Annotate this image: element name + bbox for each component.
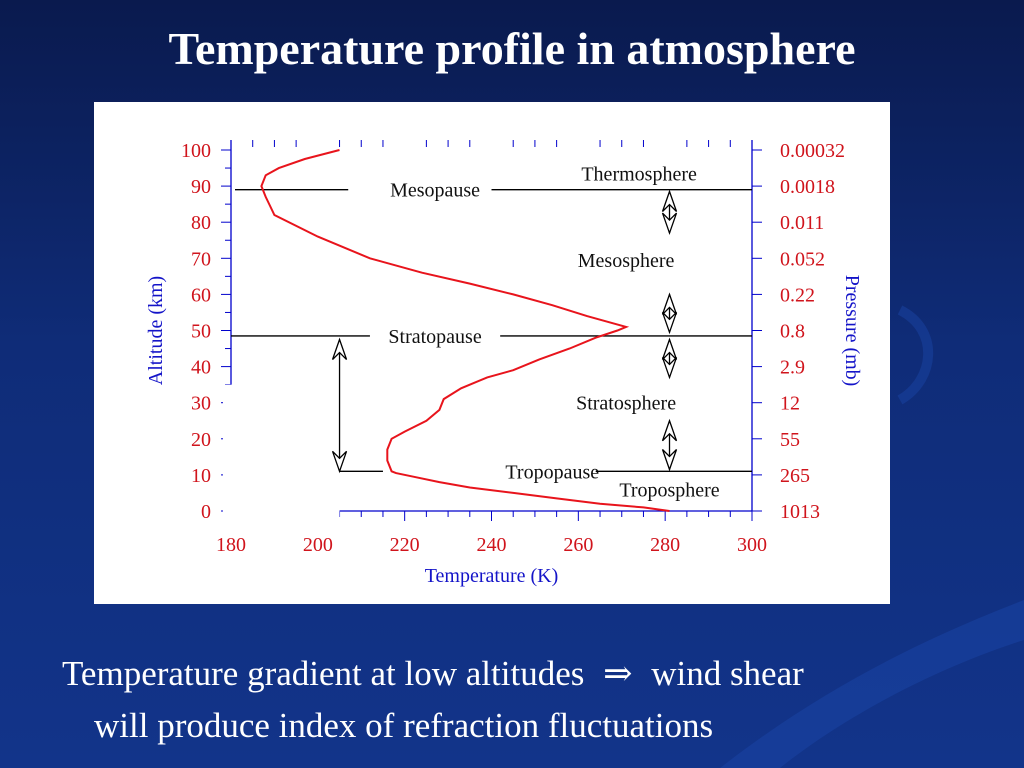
pressure-tick-label: 0.22 xyxy=(780,284,815,306)
pressure-tick-label: 55 xyxy=(780,429,800,451)
y-axis-title: Altitude (km) xyxy=(145,276,167,385)
y-tick-label: 50 xyxy=(191,321,211,343)
troposphere-label: Troposphere xyxy=(619,479,719,501)
implies-arrow: ⇒ xyxy=(603,654,633,693)
x-tick-label: 200 xyxy=(303,534,333,556)
temperature-profile-chart: 180 200 220 240 260 280 300 Temperature (K) 0 10 2… xyxy=(145,140,863,587)
stratosphere-arrow-bottom-head-down xyxy=(661,449,678,472)
thermosphere-label: Thermosphere xyxy=(581,163,697,185)
stratopause-label: Stratopause xyxy=(388,326,481,348)
x-tick-label: 300 xyxy=(737,534,767,556)
pressure-tick-label: 0.8 xyxy=(780,321,805,343)
y-tick-label: 40 xyxy=(191,357,211,379)
mesosphere-arrow-top-head-up xyxy=(661,189,678,212)
y-tick-label: 60 xyxy=(191,284,211,306)
stratosphere-arrow-bottom-head-up xyxy=(661,418,678,442)
stratosphere-arrow-top-head-up xyxy=(661,337,678,360)
stratosphere-arrow-top-head-down xyxy=(661,356,678,380)
occlusion-panel xyxy=(223,384,340,523)
y-tick-label: 30 xyxy=(191,393,211,415)
stratosphere-label: Stratosphere xyxy=(576,393,676,415)
pressure-tick-label: 0.0018 xyxy=(780,176,835,198)
caption-text-1b: wind shear xyxy=(651,654,804,693)
mesosphere-arrow-top-head-down xyxy=(661,212,678,235)
x-tick-label: 260 xyxy=(563,534,593,556)
tropopause-label: Tropopause xyxy=(505,461,599,483)
pressure-tick-label: 265 xyxy=(780,465,810,487)
y-tick-label: 20 xyxy=(191,429,211,451)
pressure-tick-label: 12 xyxy=(780,393,800,415)
y-tick-label: 70 xyxy=(191,248,211,270)
x-tick-label: 220 xyxy=(390,534,420,556)
y-tick-label: 100 xyxy=(181,140,211,162)
caption-text-1a: Temperature gradient at low altitudes xyxy=(62,654,585,693)
temperature-profile-line xyxy=(260,149,670,512)
tropo-height-arrow-head-down xyxy=(331,450,348,474)
slide-title: Temperature profile in atmosphere xyxy=(168,23,856,74)
chart-panel: 180 200 220 240 260 280 300 Temperature (K) 0 10 2… xyxy=(94,102,890,604)
y-tick-label: 90 xyxy=(191,176,211,198)
y-tick-label: 0 xyxy=(201,501,211,523)
x-tick-label: 180 xyxy=(216,534,246,556)
x-tick-label: 280 xyxy=(650,534,680,556)
caption-line-1: Temperature gradient at low altitudes ⇒ … xyxy=(62,654,804,694)
mesosphere-arrow-bottom-head-down xyxy=(661,311,678,335)
mesosphere-label: Mesosphere xyxy=(578,250,675,272)
pressure-tick-label: 2.9 xyxy=(780,357,805,379)
y-tick-label: 80 xyxy=(191,212,211,234)
pressure-tick-label: 1013 xyxy=(780,501,820,523)
pressure-tick-label: 0.00032 xyxy=(780,140,845,162)
pressure-tick-label: 0.011 xyxy=(780,212,824,234)
mesopause-label: Mesopause xyxy=(390,180,480,202)
x-axis-title: Temperature (K) xyxy=(425,565,559,587)
y2-axis-title: Pressure (mb) xyxy=(841,275,863,387)
mesosphere-arrow-bottom-head-up xyxy=(661,292,678,315)
y-tick-label: 10 xyxy=(191,465,211,487)
pressure-tick-label: 0.052 xyxy=(780,248,825,270)
caption-line-2: will produce index of refraction fluctua… xyxy=(94,706,714,745)
x-tick-label: 240 xyxy=(477,534,507,556)
tropo-height-arrow-head-up xyxy=(331,337,348,360)
